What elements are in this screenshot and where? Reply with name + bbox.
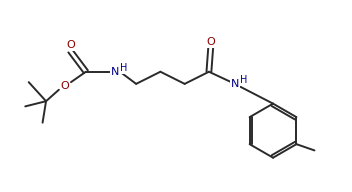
Text: O: O [206,37,215,47]
Text: N: N [231,79,239,89]
Text: H: H [240,75,247,85]
Text: H: H [120,63,127,73]
Text: O: O [66,40,75,50]
Text: N: N [111,67,120,77]
Text: O: O [61,81,69,91]
